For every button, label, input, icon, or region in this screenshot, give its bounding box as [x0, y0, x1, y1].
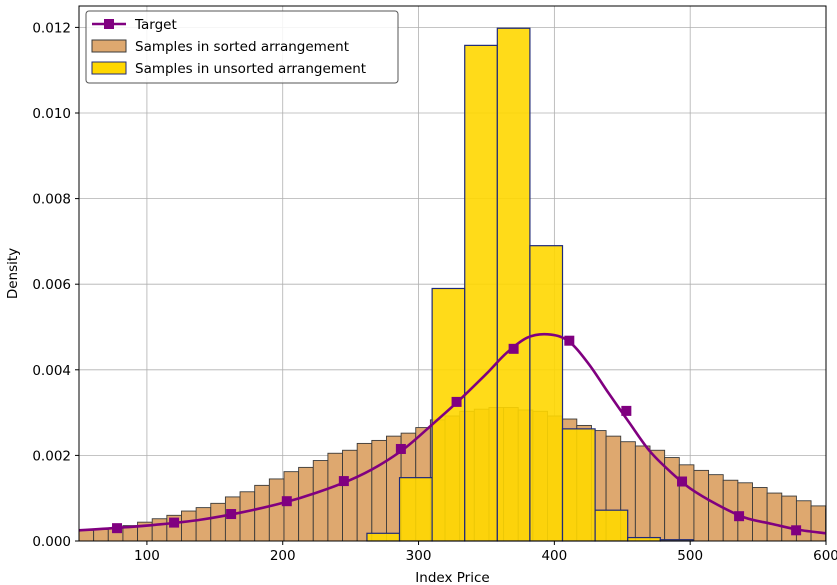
legend: Target Samples in sorted arrangement Sampl… — [85, 10, 399, 84]
sorted-bar — [634, 445, 651, 542]
x-axis-label: Index Price — [415, 570, 489, 585]
legend-label: Target — [134, 17, 177, 33]
target-marker — [508, 343, 519, 354]
sorted-bar — [752, 487, 768, 542]
sorted-bar — [78, 529, 95, 542]
x-tick-label: 500 — [677, 548, 703, 564]
sorted-bar — [766, 492, 783, 542]
target-marker — [395, 443, 406, 454]
target-marker — [226, 509, 237, 520]
axes — [78, 5, 827, 542]
unsorted-bar — [561, 428, 596, 542]
target-marker — [621, 405, 632, 416]
y-tick-label: 0.006 — [32, 277, 71, 293]
sorted-bar — [356, 442, 373, 542]
unsorted-bar — [594, 509, 629, 542]
x-tick-label: 600 — [813, 548, 837, 564]
sorted-bar — [181, 510, 197, 542]
target-series — [78, 332, 827, 536]
sorted-bar — [342, 449, 358, 542]
legend-swatch — [91, 39, 127, 53]
sorted-bar — [678, 464, 695, 542]
sorted-bar — [239, 491, 256, 542]
y-tick-label: 0.000 — [32, 534, 71, 550]
y-tick-label: 0.008 — [32, 192, 71, 208]
sorted-bar — [810, 505, 827, 542]
target-marker — [169, 517, 180, 528]
legend-label: Samples in unsorted arrangement — [135, 61, 366, 77]
target-marker — [677, 476, 688, 487]
y-tick-label: 0.010 — [32, 106, 71, 122]
sorted-bar — [210, 502, 226, 542]
unsorted-bar — [431, 287, 466, 542]
tick-labels: 100 200 300 400 500 600 0.000 0.002 0.004 0.006 0.… — [32, 20, 837, 564]
sorted-bar — [371, 439, 387, 542]
grid — [79, 6, 827, 542]
legend-swatch — [91, 61, 127, 75]
target-marker — [734, 511, 745, 522]
legend-label: Samples in sorted arrangement — [135, 39, 349, 55]
x-tick-label: 200 — [270, 548, 296, 564]
sorted-bar — [151, 518, 168, 542]
unsorted-bar — [464, 44, 498, 542]
target-marker — [451, 396, 462, 407]
legend-target-marker — [104, 19, 114, 29]
x-tick-label: 400 — [541, 548, 567, 564]
unsorted-bar — [496, 27, 531, 542]
sorted-bar — [268, 478, 285, 542]
target-marker — [791, 525, 802, 536]
legend-items: Target Samples in sorted arrangement Sampl… — [91, 17, 366, 77]
unsorted-bar — [627, 536, 661, 542]
y-tick-label: 0.012 — [32, 20, 71, 36]
sorted-bar — [254, 484, 270, 542]
sorted-bar — [693, 469, 710, 542]
sorted-bar — [283, 471, 300, 542]
sorted-bar — [195, 507, 212, 542]
target-marker — [564, 335, 575, 346]
plot-frame — [78, 5, 827, 542]
sorted-bar — [327, 452, 343, 542]
x-tick-label: 300 — [406, 548, 432, 564]
legend-box — [85, 10, 399, 84]
y-axis-label: Density — [5, 248, 21, 299]
sorted-bar — [298, 466, 314, 542]
unsorted-bar — [366, 532, 401, 542]
sorted-bar — [93, 528, 109, 542]
unsorted-bar — [529, 245, 564, 542]
y-tick-label: 0.004 — [32, 363, 71, 379]
x-tick-label: 100 — [134, 548, 160, 564]
sorted-bar — [312, 460, 329, 542]
unsorted-histogram — [366, 27, 694, 542]
target-marker — [338, 476, 349, 487]
unsorted-bar — [398, 477, 433, 542]
target-marker — [281, 496, 292, 507]
y-tick-label: 0.002 — [32, 448, 71, 464]
target-marker — [112, 523, 123, 534]
